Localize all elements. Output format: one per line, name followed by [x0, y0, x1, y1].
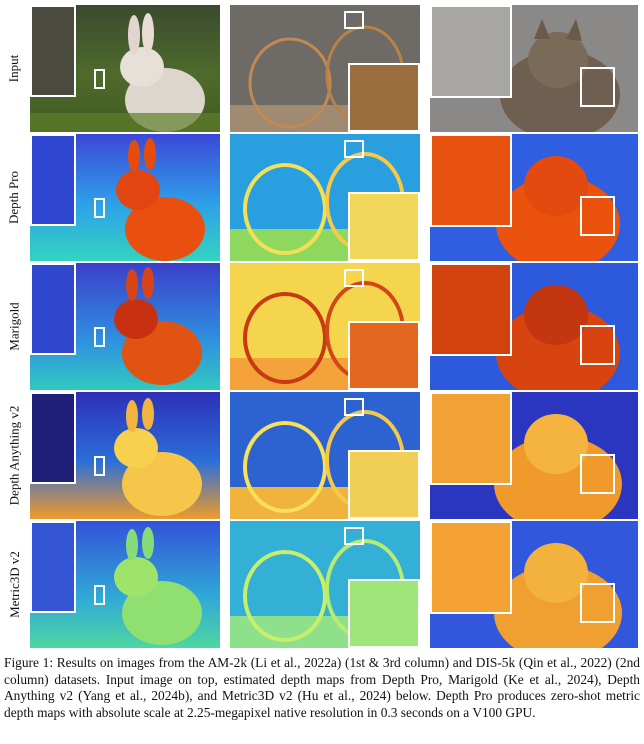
marigold-birdcage-roi — [344, 269, 364, 287]
marigold-rabbit-inset — [30, 263, 76, 355]
depth-pro-rabbit — [30, 134, 220, 261]
figure-caption: Figure 1: Results on images from the AM-… — [4, 655, 640, 720]
depth-pro-rabbit-inset — [30, 134, 76, 226]
depth-pro-birdcage — [230, 134, 420, 261]
metric3d-rabbit-inset — [30, 521, 76, 613]
input-cat-inset — [430, 5, 512, 98]
metric3d-rabbit-roi — [94, 585, 105, 605]
marigold-rabbit — [30, 263, 220, 390]
row-label-depth-anything-v2: Depth Anything v2 — [6, 405, 22, 506]
input-cat-roi — [580, 67, 615, 107]
marigold-cat — [430, 263, 638, 390]
row-label-marigold: Marigold — [6, 302, 22, 351]
input-rabbit-roi — [94, 69, 105, 89]
marigold-cat-roi — [580, 325, 615, 365]
input-birdcage-roi — [344, 11, 364, 29]
metric3d-birdcage-roi — [344, 527, 364, 545]
depth-anything-birdcage-roi — [344, 398, 364, 416]
depth-pro-rabbit-roi — [94, 198, 105, 218]
row-label-metric3d-v2: Metric3D v2 — [6, 551, 22, 618]
row-label-input: Input — [6, 54, 22, 83]
depth-anything-cat — [430, 392, 638, 519]
metric3d-cat — [430, 521, 638, 648]
metric3d-rabbit — [30, 521, 220, 648]
input-rabbit-image — [30, 5, 220, 132]
depth-pro-cat-inset — [430, 134, 512, 227]
input-birdcage-inset — [348, 63, 420, 132]
metric3d-birdcage-inset — [348, 579, 420, 648]
input-rabbit-inset — [30, 5, 76, 97]
depth-anything-birdcage — [230, 392, 420, 519]
depth-anything-cat-roi — [580, 454, 615, 494]
marigold-cat-inset — [430, 263, 512, 356]
marigold-birdcage-inset — [348, 321, 420, 390]
input-birdcage-image — [230, 5, 420, 132]
depth-anything-cat-inset — [430, 392, 512, 485]
depth-anything-birdcage-inset — [348, 450, 420, 519]
metric3d-birdcage — [230, 521, 420, 648]
depth-anything-rabbit-inset — [30, 392, 76, 484]
depth-anything-rabbit — [30, 392, 220, 519]
depth-anything-rabbit-roi — [94, 456, 105, 476]
depth-pro-birdcage-roi — [344, 140, 364, 158]
marigold-birdcage — [230, 263, 420, 390]
metric3d-cat-roi — [580, 583, 615, 623]
depth-pro-cat-roi — [580, 196, 615, 236]
metric3d-cat-inset — [430, 521, 512, 614]
depth-pro-cat — [430, 134, 638, 261]
depth-pro-birdcage-inset — [348, 192, 420, 261]
input-cat-image — [430, 5, 638, 132]
row-label-depth-pro: Depth Pro — [6, 170, 22, 225]
marigold-rabbit-roi — [94, 327, 105, 347]
